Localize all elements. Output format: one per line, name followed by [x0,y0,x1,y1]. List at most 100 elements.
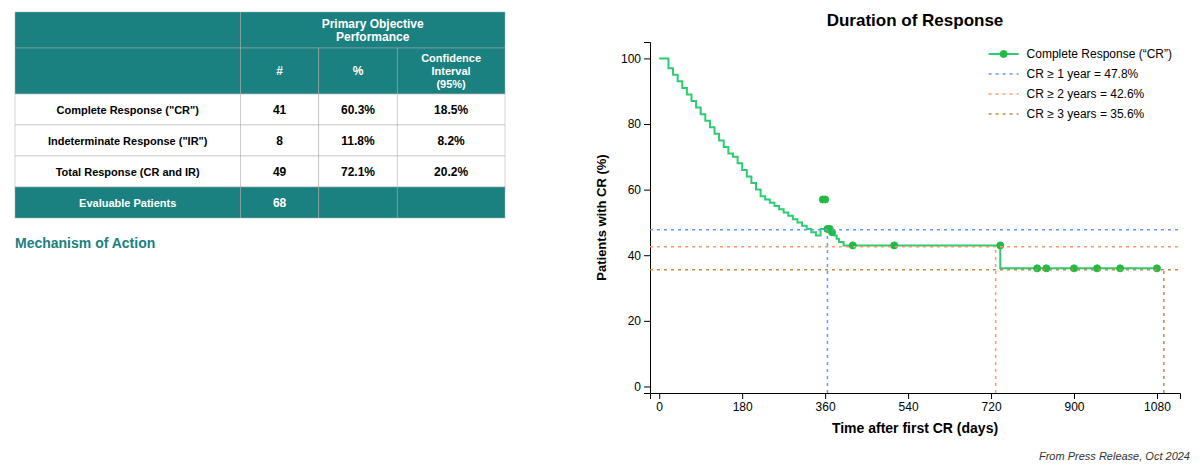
x-tick: 900 [1064,393,1084,414]
table-cell [319,48,397,94]
y-axis: 0 20 40 60 80 100 [621,43,651,394]
y-tick: 20 [628,314,650,328]
legend-swatch [989,93,1019,95]
chart-root: Duration of Response 0 180 360 540 720 900 1080… [0,0,1200,468]
x-tick-mark [991,393,992,399]
censor-marker [822,196,829,203]
legend-swatch-marker [1000,51,1007,58]
x-tick-label: 0 [656,400,663,414]
km-curve [659,58,1157,268]
legend-entry: CR ≥ 3 years = 35.6% [989,107,1145,121]
table-cell [240,187,318,218]
x-tick-mark [1074,393,1075,399]
y-tick: 40 [628,249,650,263]
section-label: Mechanism of Action [15,235,155,251]
y-tick-mark [644,58,650,59]
table-text: % [353,64,364,78]
table-cell [15,125,240,156]
censor-marker [1153,265,1160,272]
y-tick: 80 [628,117,650,131]
table-cell [397,187,505,218]
legend-entry: Complete Response (“CR”) [989,47,1172,61]
table-cell [319,94,397,125]
legend-entry: CR ≥ 2 years = 42.6% [989,87,1145,101]
table-text: 11.8% [341,134,375,148]
y-tick-label: 80 [628,117,642,131]
x-tick-label: 540 [899,400,919,414]
table-cell [319,125,397,156]
y-axis-label: Patients with CR (%) [594,154,609,280]
x-tick-label: 720 [982,400,1002,414]
table-cell [319,187,397,218]
censor-marker [1034,265,1041,272]
table-cell [240,156,318,187]
legend: Complete Response (“CR”) CR ≥ 1 year = 47… [989,47,1172,121]
table-cell [240,48,318,94]
table-text: Total Response (CR and IR) [56,166,200,178]
y-tick-label: 20 [628,314,642,328]
x-tick-mark [1157,393,1158,399]
table-cell [15,187,240,218]
table-cell [240,94,318,125]
x-tick-label: 900 [1064,400,1084,414]
x-tick: 540 [899,393,919,414]
table-text: ConfidenceInterval(95%) [421,52,481,90]
table-text: 8 [276,134,283,148]
y-tick-mark [644,124,650,125]
table-text: 18.5% [434,103,468,117]
censor-marker [891,242,898,249]
reference-hline [650,269,1180,271]
chart-title: Duration of Response [827,11,1004,30]
table-cell [319,156,397,187]
x-tick-mark [742,393,743,399]
x-tick-mark [908,393,909,399]
reference-vline [995,247,997,393]
y-tick: 60 [628,183,650,197]
legend-swatch [989,113,1019,115]
x-axis: 0 180 360 540 720 900 1080 [651,393,1181,414]
table-cell [397,48,505,94]
table-cell [15,94,240,125]
table-text: Primary ObjectivePerformance [322,17,424,44]
x-tick: 180 [733,393,753,414]
plot-area [650,58,1180,393]
x-axis-label: Time after first CR (days) [832,420,998,436]
table-cell [15,12,240,48]
table-text: Indeterminate Response ("IR") [48,135,208,147]
table-cell [15,156,240,187]
y-tick-mark [644,190,650,191]
x-tick-label: 180 [733,400,753,414]
footnote: From Press Release, Oct 2024 [1039,450,1190,462]
legend-label: Complete Response (“CR”) [1027,47,1172,61]
y-tick-mark [644,386,650,387]
table-text: 41 [273,103,287,117]
table-text: 60.3% [341,103,375,117]
table-cell [15,48,240,94]
table-text: Complete Response ("CR") [56,104,199,116]
y-tick: 100 [621,52,650,66]
x-tick: 0 [656,393,663,414]
y-tick: 0 [634,380,650,394]
table-cell [397,94,505,125]
table-text: 68 [273,196,287,210]
y-tick-label: 40 [628,249,642,263]
x-tick: 360 [816,393,836,414]
censor-marker [1117,265,1124,272]
x-tick-mark [659,393,660,399]
x-tick: 1080 [1144,393,1171,414]
table-text: 49 [273,165,287,179]
table-cell [240,125,318,156]
legend-entry: CR ≥ 1 year = 47.8% [989,67,1139,81]
censor-marker [1071,265,1078,272]
legend-swatch [989,73,1019,75]
x-tick-mark [825,393,826,399]
y-tick-mark [644,321,650,322]
legend-label: CR ≥ 2 years = 42.6% [1027,87,1145,101]
table-text: # [276,64,283,78]
censor-marker [1043,265,1050,272]
reference-hline [650,229,1180,231]
reference-hline [650,246,1180,248]
reference-vline [1163,270,1165,393]
y-tick-label: 100 [621,52,641,66]
y-tick-label: 60 [628,183,642,197]
